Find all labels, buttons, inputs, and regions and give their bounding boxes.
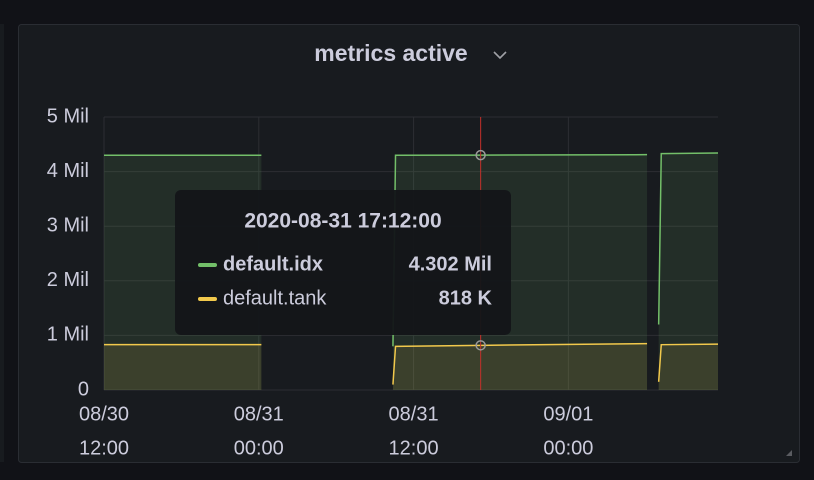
- tooltip-series-name: default.idx: [223, 253, 323, 275]
- y-tick-label: 0: [78, 378, 89, 400]
- x-tick-label: 08/31: [389, 403, 439, 425]
- hover-point: [475, 340, 486, 351]
- area-fill: [392, 343, 648, 390]
- x-tick-label: 12:00: [79, 437, 129, 459]
- x-tick-label: 00:00: [543, 437, 593, 459]
- x-tick-label: 12:00: [389, 437, 439, 459]
- tooltip: 2020-08-31 17:12:00 default.idx 4.302 Mil d…: [175, 190, 511, 335]
- tooltip-value: 818 K: [439, 287, 493, 309]
- area-fill: [658, 344, 718, 390]
- hover-point: [475, 149, 486, 161]
- x-tick-label: 08/31: [234, 403, 284, 425]
- neighbor-panel-edge: [0, 24, 4, 462]
- tooltip-series-name: default.tank: [223, 287, 327, 309]
- y-tick-label: 1 Mil: [47, 324, 89, 346]
- resize-handle[interactable]: [786, 450, 792, 456]
- tooltip-title: 2020-08-31 17:12:00: [244, 210, 441, 233]
- x-tick-label: 09/01: [543, 403, 593, 425]
- y-tick-label: 2 Mil: [47, 269, 89, 291]
- y-tick-label: 5 Mil: [47, 105, 89, 127]
- x-tick-label: 00:00: [234, 437, 284, 459]
- tooltip-value: 4.302 Mil: [409, 253, 492, 275]
- y-tick-label: 4 Mil: [47, 160, 89, 182]
- x-tick-label: 08/30: [79, 403, 129, 425]
- y-tick-label: 3 Mil: [47, 214, 89, 236]
- series-line: [104, 342, 719, 385]
- title-chevron[interactable]: [493, 51, 507, 60]
- area-fill: [658, 153, 718, 390]
- panel-title[interactable]: metrics active: [314, 40, 467, 66]
- area-fill: [104, 344, 262, 390]
- tooltip-box: [175, 190, 511, 335]
